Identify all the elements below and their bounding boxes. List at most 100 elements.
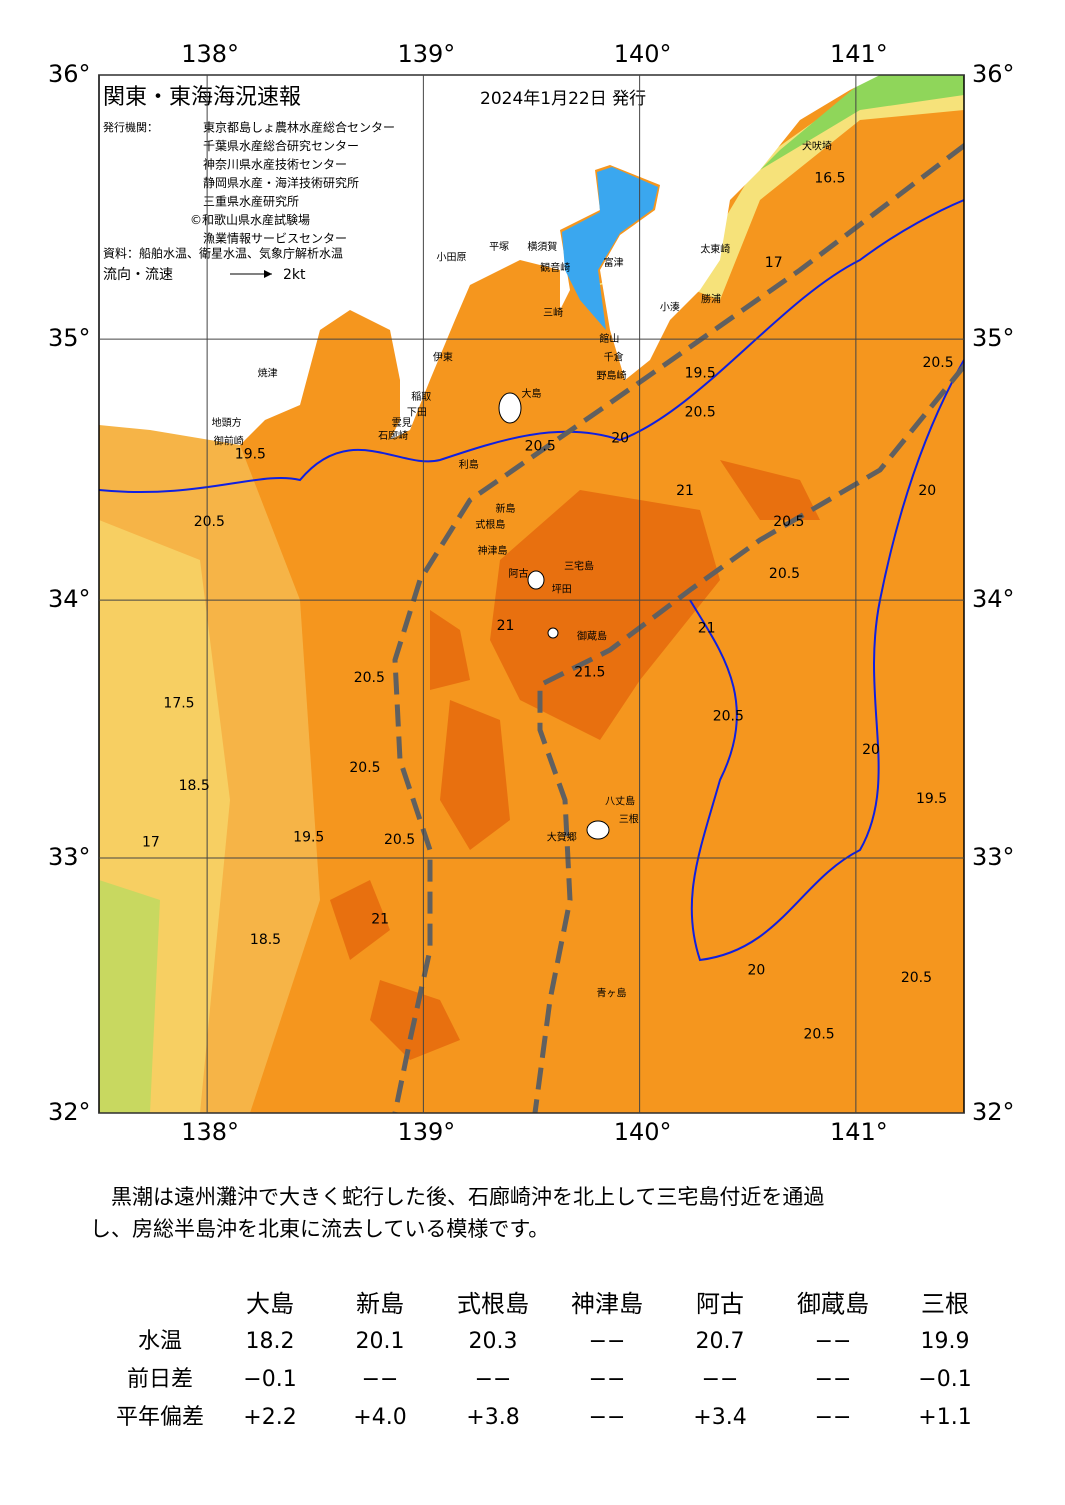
place-label: 横須賀 — [527, 240, 557, 253]
x-tick-label: 138° — [181, 40, 239, 68]
kuroshio — [392, 143, 964, 1113]
isotherm-label: 21 — [371, 911, 389, 927]
issuer: 千葉県水産総合研究センター — [203, 138, 359, 153]
place-label: 新島 — [496, 502, 516, 515]
place-label: 御蔵島 — [577, 629, 607, 642]
tokyo-bay — [562, 167, 658, 330]
row-label: 水温 — [138, 1329, 182, 1354]
table-cell: −− — [815, 1405, 852, 1430]
table-cell: 20.3 — [469, 1329, 518, 1354]
table-cell: +1.1 — [918, 1405, 971, 1430]
x-tick-label: 141° — [830, 40, 888, 68]
y-tick-label: 34° — [48, 585, 91, 613]
isotherm-label: 21 — [497, 618, 515, 634]
x-tick-label: 141° — [830, 1118, 888, 1146]
table-header: 大島 — [246, 1290, 294, 1318]
y-tick-label: 32° — [48, 1098, 91, 1126]
place-label: 三根 — [619, 813, 639, 826]
table-cell: −− — [589, 1329, 626, 1354]
isotherm-label: 21.5 — [574, 665, 605, 681]
issuer: 神奈川県水産技術センター — [203, 157, 347, 172]
x-tick-label: 140° — [614, 1118, 672, 1146]
warm-zone — [330, 460, 820, 1060]
x-tick-label: 139° — [397, 1118, 455, 1146]
paragraph-line: 黒潮は遠州灘沖で大きく蛇行した後、石廊崎沖を北上して三宅島付近を通過 — [90, 1185, 824, 1209]
isotherm-label: 20.5 — [901, 970, 932, 986]
table-cell: +4.0 — [353, 1405, 406, 1430]
kuroshio — [532, 363, 964, 1113]
place-label: 三宅島 — [564, 559, 594, 572]
place-label: 富津 — [604, 256, 624, 269]
isotherm-label: 20 — [862, 742, 880, 758]
table-cell: 20.7 — [696, 1329, 745, 1354]
place-label: 小湊 — [660, 301, 680, 314]
table-cell: −− — [815, 1367, 852, 1392]
issuer: 漁業情報サービスセンター — [203, 232, 347, 246]
place-label: 八丈島 — [605, 795, 635, 808]
x-tick-label: 139° — [397, 40, 455, 68]
place-label: 伊東 — [433, 351, 453, 364]
source: 資料：船舶水温、衛星水温、気象庁解析水温 — [103, 246, 343, 261]
table-cell: −− — [702, 1367, 739, 1392]
issuer: 三重県水産研究所 — [203, 194, 299, 209]
place-label: 観音崎 — [540, 261, 570, 274]
y-tick-label: 35° — [48, 324, 91, 352]
table-cell: −0.1 — [243, 1367, 296, 1392]
cool-zone — [99, 880, 160, 1113]
place-label: 太東崎 — [700, 243, 730, 256]
place-label: 小田原 — [436, 252, 466, 264]
scale-arrow-head — [264, 270, 272, 278]
isotherm-label: 19.5 — [685, 365, 716, 381]
island — [547, 627, 559, 639]
place-label: 石廊崎 — [378, 429, 408, 442]
table-cell: +3.8 — [466, 1405, 519, 1430]
isotherm-label: 20.5 — [804, 1026, 835, 1042]
place-label: 千倉 — [604, 351, 624, 364]
isotherm-label: 18.5 — [250, 932, 281, 948]
place-label: 犬吠埼 — [802, 140, 832, 153]
y-tick-label: 36° — [972, 60, 1015, 88]
isotherm-label: 20.5 — [354, 670, 385, 686]
place-label: 雲見 — [392, 417, 412, 429]
y-tick-label: 35° — [972, 324, 1015, 352]
place-label: 坪田 — [552, 583, 572, 596]
isotherm-label: 20.5 — [685, 405, 716, 421]
isotherm-label: 17 — [765, 255, 783, 271]
issuer: 東京都島しょ農林水産総合センター — [203, 120, 395, 135]
flow-scale: 2kt — [283, 267, 306, 283]
isotherm-label: 16.5 — [814, 170, 845, 186]
row-label: 前日差 — [127, 1367, 193, 1392]
table-cell: −− — [589, 1405, 626, 1430]
map-body — [99, 75, 964, 1113]
y-tick-label: 32° — [972, 1098, 1015, 1126]
title: 関東・東海海況速報 — [103, 85, 301, 110]
table-cell: −− — [815, 1329, 852, 1354]
isotherm-label: 20 — [611, 431, 629, 447]
place-label: 大賀郷 — [547, 830, 577, 843]
issuer: ©和歌山県水産試験場 — [190, 212, 310, 227]
isotherm-label: 20.5 — [349, 760, 380, 776]
isotherm — [689, 359, 964, 962]
place-label: 三崎 — [543, 306, 563, 319]
place-label: 焼津 — [258, 367, 278, 379]
table-header: 阿古 — [696, 1290, 744, 1318]
isotherm-label: 19.5 — [293, 829, 324, 845]
place-label: 阿古 — [509, 567, 529, 580]
y-tick-label: 33° — [48, 843, 91, 871]
isotherm-label: 20.5 — [922, 355, 953, 371]
table-header: 神津島 — [571, 1290, 643, 1318]
y-tick-label: 34° — [972, 585, 1015, 613]
isotherm-label: 19.5 — [235, 446, 266, 462]
table-cell: +2.2 — [243, 1405, 296, 1430]
isotherm-label: 20.5 — [525, 439, 556, 455]
isotherm-label: 17 — [142, 835, 160, 851]
place-label: 勝浦 — [701, 293, 721, 306]
y-tick-label: 36° — [48, 60, 91, 88]
isotherm-label: 20.5 — [384, 832, 415, 848]
table-cell: −− — [475, 1367, 512, 1392]
date: 2024年1月22日 発行 — [480, 89, 646, 109]
flow-label: 流向・流速 — [103, 267, 173, 283]
place-label: 神津島 — [478, 544, 508, 557]
y-tick-label: 33° — [972, 843, 1015, 871]
table-cell: +3.4 — [693, 1405, 746, 1430]
